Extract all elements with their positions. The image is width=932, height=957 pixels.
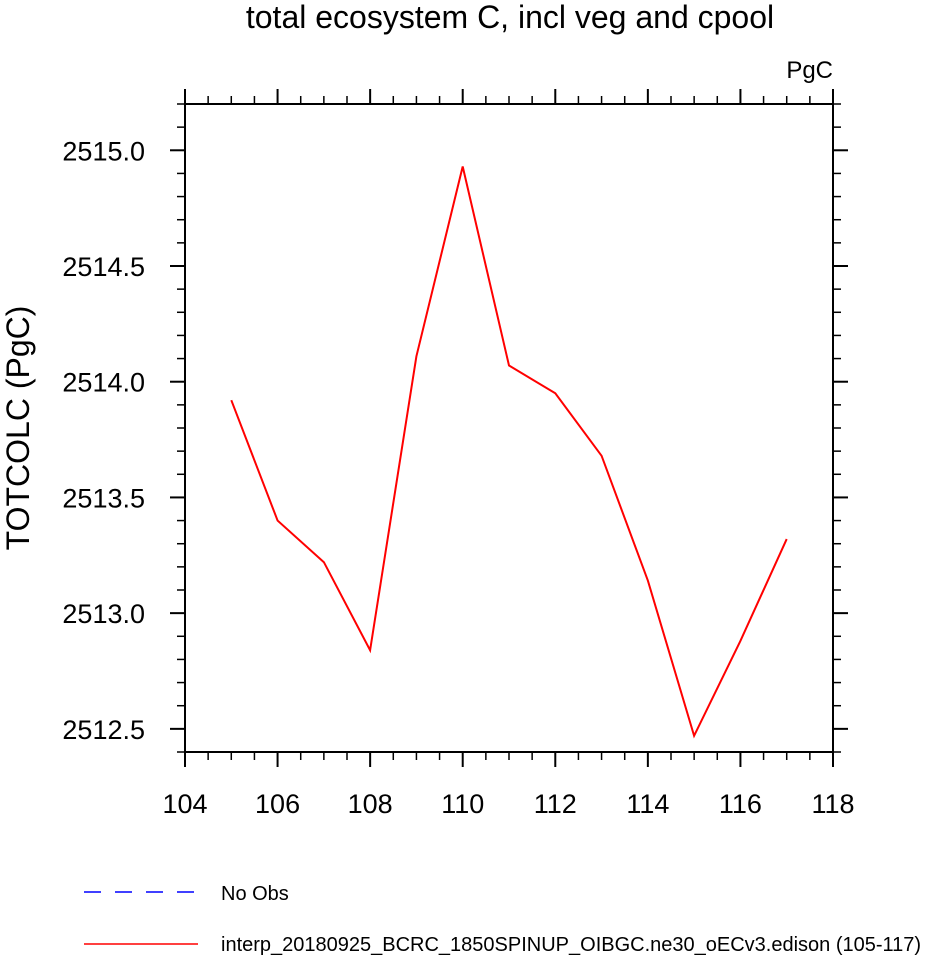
x-tick-label: 112: [534, 789, 577, 819]
y-tick-label: 2515.0: [62, 136, 145, 166]
y-tick-label: 2513.5: [62, 483, 145, 513]
y-tick-label: 2513.0: [62, 599, 145, 629]
x-tick-label: 110: [441, 789, 484, 819]
plot-frame: [184, 103, 834, 753]
axis-ticks: [170, 89, 848, 767]
legend-label-no-obs: No Obs: [221, 883, 289, 905]
y-tick-labels: 2512.5 2513.0 2513.5 2514.0 2514.5 2515.0: [62, 136, 145, 745]
legend-label-model-run: interp_20180925_BCRC_1850SPINUP_OIBGC.ne…: [221, 934, 921, 956]
y-tick-label: 2512.5: [62, 715, 145, 745]
x-tick-label: 108: [348, 789, 393, 819]
x-tick-label: 114: [626, 789, 669, 819]
legend: No Obs interp_20180925_BCRC_1850SPINUP_O…: [84, 883, 921, 956]
y-tick-label: 2514.0: [62, 368, 145, 398]
x-tick-label: 116: [719, 789, 762, 819]
chart-title: total ecosystem C, incl veg and cpool: [246, 0, 774, 35]
x-tick-labels: 104 106 108 110 112 114 116 118: [162, 789, 854, 819]
units-label: PgC: [786, 57, 833, 84]
series-line: [230, 166, 788, 739]
x-tick-label: 104: [162, 789, 207, 819]
x-tick-label: 118: [811, 789, 854, 819]
x-tick-label: 106: [255, 789, 300, 819]
y-tick-label: 2514.5: [62, 252, 145, 282]
series-group: [230, 166, 788, 739]
y-axis-label: TOTCOLC (PgC): [0, 306, 36, 551]
